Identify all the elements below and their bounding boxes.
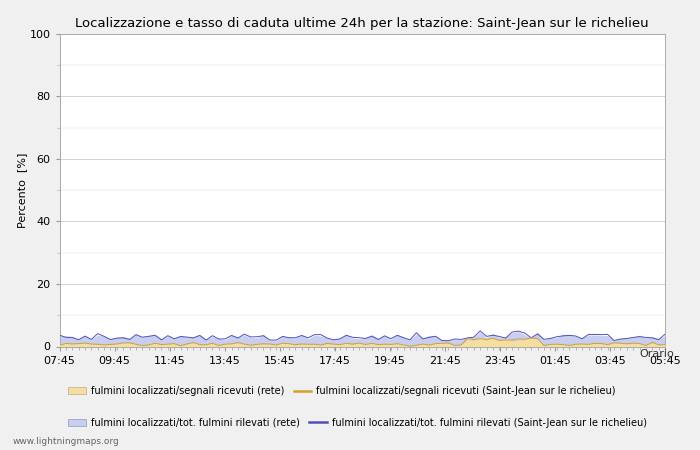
Text: Orario: Orario — [639, 349, 674, 359]
Y-axis label: Percento  [%]: Percento [%] — [17, 153, 27, 228]
Text: www.lightningmaps.org: www.lightningmaps.org — [13, 437, 119, 446]
Legend: fulmini localizzati/segnali ricevuti (rete), fulmini localizzati/segnali ricevut: fulmini localizzati/segnali ricevuti (re… — [64, 382, 620, 400]
Title: Localizzazione e tasso di caduta ultime 24h per la stazione: Saint-Jean sur le r: Localizzazione e tasso di caduta ultime … — [76, 17, 649, 30]
Legend: fulmini localizzati/tot. fulmini rilevati (rete), fulmini localizzati/tot. fulmi: fulmini localizzati/tot. fulmini rilevat… — [64, 414, 650, 432]
